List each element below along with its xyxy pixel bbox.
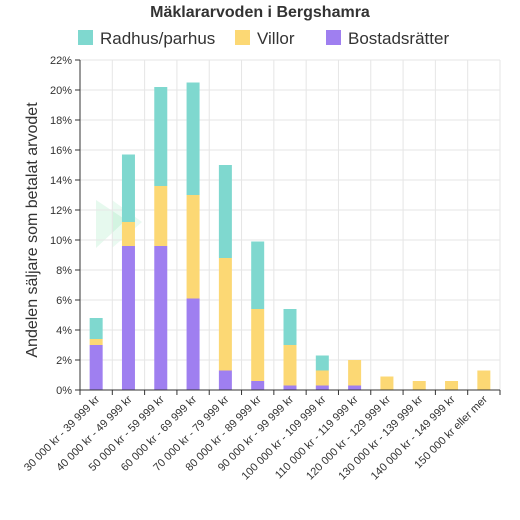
y-tick-label: 14% — [50, 175, 72, 187]
bar-segment — [121, 154, 135, 222]
bar-segment — [218, 165, 232, 258]
legend-swatch — [326, 30, 341, 45]
bar-segment — [154, 186, 168, 246]
watermark-logo — [96, 200, 142, 248]
bar-segment — [477, 370, 491, 390]
bar-segment — [380, 376, 394, 390]
bar-segment — [218, 258, 232, 371]
bar-segment — [283, 309, 297, 345]
bar-segment — [445, 381, 459, 390]
bar-segment — [348, 360, 362, 386]
chart-title: Mäklararvoden i Bergshamra — [150, 4, 370, 21]
legend-swatch — [78, 30, 93, 45]
watermark-shape — [96, 200, 126, 248]
y-tick-label: 18% — [50, 115, 72, 127]
bar-segment — [121, 246, 135, 390]
bar-segment — [186, 82, 200, 195]
y-tick-label: 4% — [56, 325, 72, 337]
y-tick-label: 12% — [50, 205, 72, 217]
bar-segment — [89, 339, 103, 345]
bar-segment — [186, 298, 200, 390]
bar-segment — [412, 381, 426, 390]
bar-segment — [251, 309, 265, 381]
legend-label: Bostadsrätter — [348, 29, 449, 48]
y-tick-label: 6% — [56, 295, 72, 307]
y-tick-label: 0% — [56, 385, 72, 397]
bar-segment — [251, 381, 265, 390]
y-tick-label: 22% — [50, 55, 72, 67]
bar-segment — [218, 370, 232, 390]
y-tick-labels: 0% 2% 4% 6% 8% 10% 12% 14% 16% 18% 20% 22% — [50, 55, 72, 397]
bar-segment — [315, 355, 329, 371]
bar-segment — [89, 318, 103, 339]
bar-segment — [154, 87, 168, 186]
axes — [79, 60, 500, 391]
bar-segment — [348, 385, 362, 390]
bar-segment — [154, 246, 168, 390]
bars — [89, 82, 491, 390]
bar-segment — [315, 385, 329, 390]
y-tick-label: 8% — [56, 265, 72, 277]
y-tick-label: 10% — [50, 235, 72, 247]
legend: Radhus/parhus Villor Bostadsrätter — [78, 29, 449, 48]
y-tick-label: 20% — [50, 85, 72, 97]
legend-swatch — [235, 30, 250, 45]
bar-segment — [121, 222, 135, 246]
bar-segment — [315, 370, 329, 386]
y-axis-label: Andelen säljare som betalat arvodet — [24, 102, 41, 358]
bar-segment — [251, 241, 265, 309]
y-tick-label: 16% — [50, 145, 72, 157]
bar-segment — [186, 195, 200, 299]
bar-segment — [89, 345, 103, 390]
legend-label: Radhus/parhus — [100, 29, 215, 48]
bar-segment — [283, 345, 297, 386]
grid — [75, 59, 501, 395]
y-tick-label: 2% — [56, 355, 72, 367]
bar-segment — [283, 385, 297, 390]
legend-label: Villor — [257, 29, 295, 48]
